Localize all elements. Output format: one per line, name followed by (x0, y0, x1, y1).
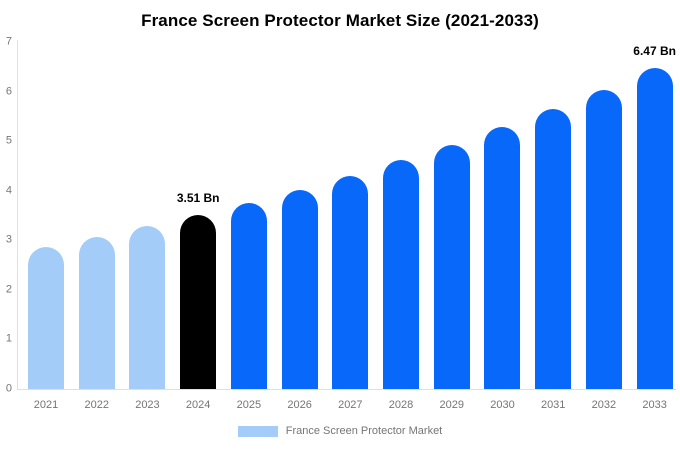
value-label-2024: 3.51 Bn (176, 191, 220, 205)
y-tick-label: 1 (5, 332, 12, 345)
bar-2031 (535, 108, 572, 389)
x-tick-label-2023: 2023 (135, 399, 160, 411)
x-tick-label-2025: 2025 (236, 399, 262, 411)
legend-label: France Screen Protector Market (285, 425, 443, 437)
x-tick-label-2029: 2029 (439, 399, 464, 411)
bar-2033 (636, 68, 673, 389)
bar-2027 (332, 175, 369, 389)
bar-2028 (383, 160, 420, 389)
legend: France Screen Protector Market (0, 426, 680, 437)
y-tick-label: 0 (5, 382, 12, 395)
bar-2032 (585, 89, 622, 389)
y-tick-label: 2 (5, 283, 12, 296)
x-axis-line (17, 389, 676, 390)
y-tick-label: 6 (5, 85, 12, 98)
bar-2023 (129, 226, 166, 389)
y-tick-label: 3 (5, 233, 12, 246)
bar-2026 (281, 189, 318, 389)
x-tick-label-2024: 2024 (185, 399, 211, 411)
x-tick-label-2027: 2027 (338, 399, 363, 411)
y-tick-label: 4 (5, 184, 12, 197)
bar-2030 (484, 127, 521, 389)
value-label-2033: 6.47 Bn (633, 44, 676, 59)
y-tick-label: 5 (5, 134, 12, 147)
y-axis-line (17, 40, 18, 389)
x-tick-label-2033: 2033 (642, 399, 667, 411)
y-tick-label: 7 (5, 35, 12, 48)
x-tick-label-2028: 2028 (388, 399, 414, 411)
x-tick-label-2030: 2030 (490, 399, 515, 411)
chart-title: France Screen Protector Market Size (202… (141, 11, 539, 30)
x-tick-label-2032: 2032 (591, 399, 617, 411)
x-tick-label-2031: 2031 (540, 399, 566, 411)
x-tick-label-2026: 2026 (287, 399, 312, 411)
bar-2025 (230, 202, 267, 389)
bar-2021 (28, 247, 64, 389)
x-tick-label-2022: 2022 (84, 399, 109, 411)
legend-swatch (237, 426, 278, 437)
x-tick-label-2021: 2021 (33, 399, 59, 411)
bar-2022 (78, 237, 115, 389)
bar-2024 (180, 215, 217, 389)
bar-2029 (433, 144, 470, 389)
